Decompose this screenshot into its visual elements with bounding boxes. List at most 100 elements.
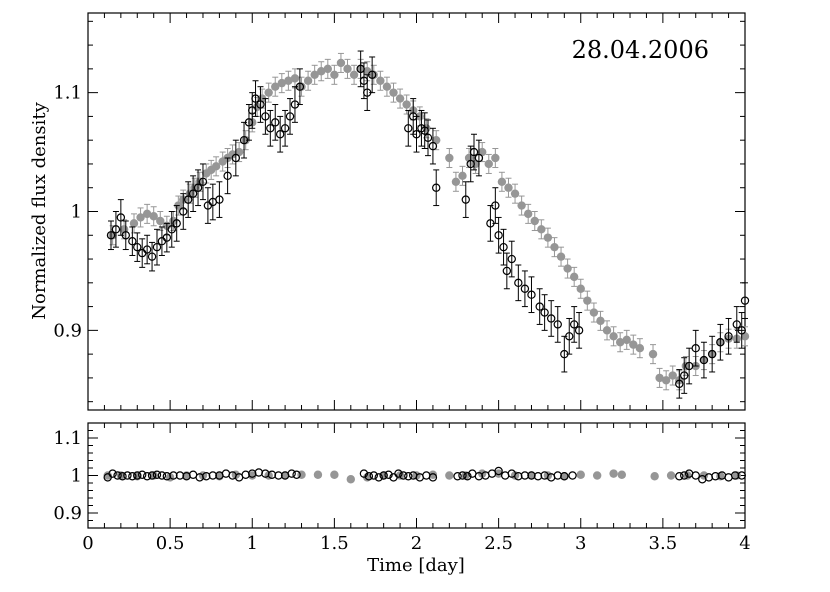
x-tick-label: 0 <box>82 533 93 554</box>
top-filled-point <box>445 153 454 163</box>
bottom-open-point <box>428 473 438 482</box>
bottom-filled-point <box>428 470 438 479</box>
bottom-open-point <box>108 469 117 478</box>
top-open-point <box>198 177 208 186</box>
bottom-open-point <box>208 471 218 480</box>
top-open-point <box>367 70 377 80</box>
top-open-point <box>261 112 270 121</box>
top-filled-point <box>484 159 493 169</box>
top-open-point <box>699 355 709 365</box>
bottom-open-point <box>274 471 283 480</box>
top-filled-point <box>129 219 139 228</box>
top-open-point <box>574 326 584 335</box>
bottom-open-point <box>680 471 689 480</box>
top-open-point <box>740 296 750 305</box>
top-filled-point <box>563 264 572 273</box>
top-y-tick-label: 1.1 <box>53 83 82 104</box>
top-filled-point <box>142 209 152 219</box>
top-filled-point <box>510 189 520 198</box>
top-open-point <box>520 284 530 293</box>
top-filled-point <box>451 177 461 186</box>
top-filled-point <box>136 213 145 222</box>
top-open-point <box>285 112 295 121</box>
top-open-point <box>167 225 176 234</box>
bottom-filled-point <box>330 470 339 479</box>
bottom-open-point <box>133 471 142 480</box>
x-tick-labels: 0 0.5 1 1.5 2 2.5 3 3.5 4 <box>82 533 750 554</box>
bottom-filled-point <box>650 472 659 481</box>
top-filled-point <box>149 212 158 221</box>
top-open-point <box>271 118 280 127</box>
top-filled-point <box>569 272 579 282</box>
bottom-open-point <box>147 471 157 480</box>
top-open-point <box>546 314 556 323</box>
top-open-point <box>133 242 142 252</box>
top-filled-point <box>228 150 237 159</box>
bottom-open-point <box>287 469 296 478</box>
bottom-open-point <box>374 473 383 482</box>
top-filled-point <box>330 70 339 80</box>
bottom-open-point <box>730 471 740 480</box>
top-filled-point <box>382 82 392 91</box>
bottom-open-point <box>394 469 403 478</box>
bottom-filled-point <box>576 470 585 479</box>
top-filled-point <box>635 343 645 353</box>
top-filled-point <box>497 177 507 186</box>
top-open-point <box>188 189 198 198</box>
top-open-point <box>128 237 137 246</box>
bottom-open-point <box>568 471 577 480</box>
top-filled-point <box>629 340 638 349</box>
top-open-point <box>215 195 224 204</box>
x-tick-label: 2 <box>411 533 422 554</box>
top-open-point <box>142 245 152 254</box>
bottom-open-point <box>359 469 369 478</box>
top-open-point <box>275 130 285 139</box>
bottom-panel: 0.9 1 1.1 <box>53 422 746 529</box>
top-filled-point <box>349 70 359 80</box>
top-panel-y-tick-labels: 0.9 1 1.1 <box>53 83 82 342</box>
bottom-open-point <box>364 472 374 481</box>
top-filled-point <box>402 100 411 109</box>
bottom-filled-point <box>494 469 503 478</box>
bottom-open-point <box>560 472 569 481</box>
top-open-point <box>691 343 700 353</box>
top-open-point <box>540 308 549 317</box>
bottom-open-point <box>292 470 301 479</box>
top-open-point <box>404 124 413 133</box>
top-open-point <box>732 320 741 329</box>
bottom-open-point <box>404 472 413 481</box>
bottom-filled-point <box>527 471 536 480</box>
top-filled-point <box>284 76 293 85</box>
top-filled-point <box>336 58 346 68</box>
top-panel: 0.9 1 1.1 28.04.2006 Normalized flux densi… <box>29 12 750 411</box>
top-open-point <box>461 195 470 204</box>
top-filled-point <box>310 70 319 80</box>
bottom-open-point <box>463 472 472 481</box>
bottom-filled-point <box>445 471 454 480</box>
bottom-y-tick-label: 1 <box>71 466 82 487</box>
top-filled-point <box>211 162 221 171</box>
top-open-point <box>680 371 689 380</box>
bottom-open-point <box>369 471 378 480</box>
bottom-filled-point <box>666 471 676 480</box>
top-filled-point <box>661 376 671 385</box>
x-tick-label: 1 <box>247 533 258 554</box>
bottom-open-point <box>152 470 162 479</box>
top-filled-point <box>602 326 612 335</box>
top-open-point <box>412 130 421 139</box>
top-open-point <box>111 225 121 234</box>
top-open-point <box>707 349 717 359</box>
top-open-point <box>266 124 275 133</box>
top-open-point <box>565 332 574 341</box>
top-filled-point <box>303 76 313 85</box>
top-open-point <box>507 254 516 264</box>
bottom-panel-points <box>103 466 746 484</box>
top-filled-point <box>537 225 546 234</box>
top-filled-point <box>376 76 385 85</box>
bottom-open-point <box>520 471 530 480</box>
top-filled-point <box>576 284 585 293</box>
top-open-point <box>172 219 181 228</box>
bottom-open-point <box>494 466 503 476</box>
top-filled-point <box>389 88 398 97</box>
top-filled-point <box>395 94 405 103</box>
